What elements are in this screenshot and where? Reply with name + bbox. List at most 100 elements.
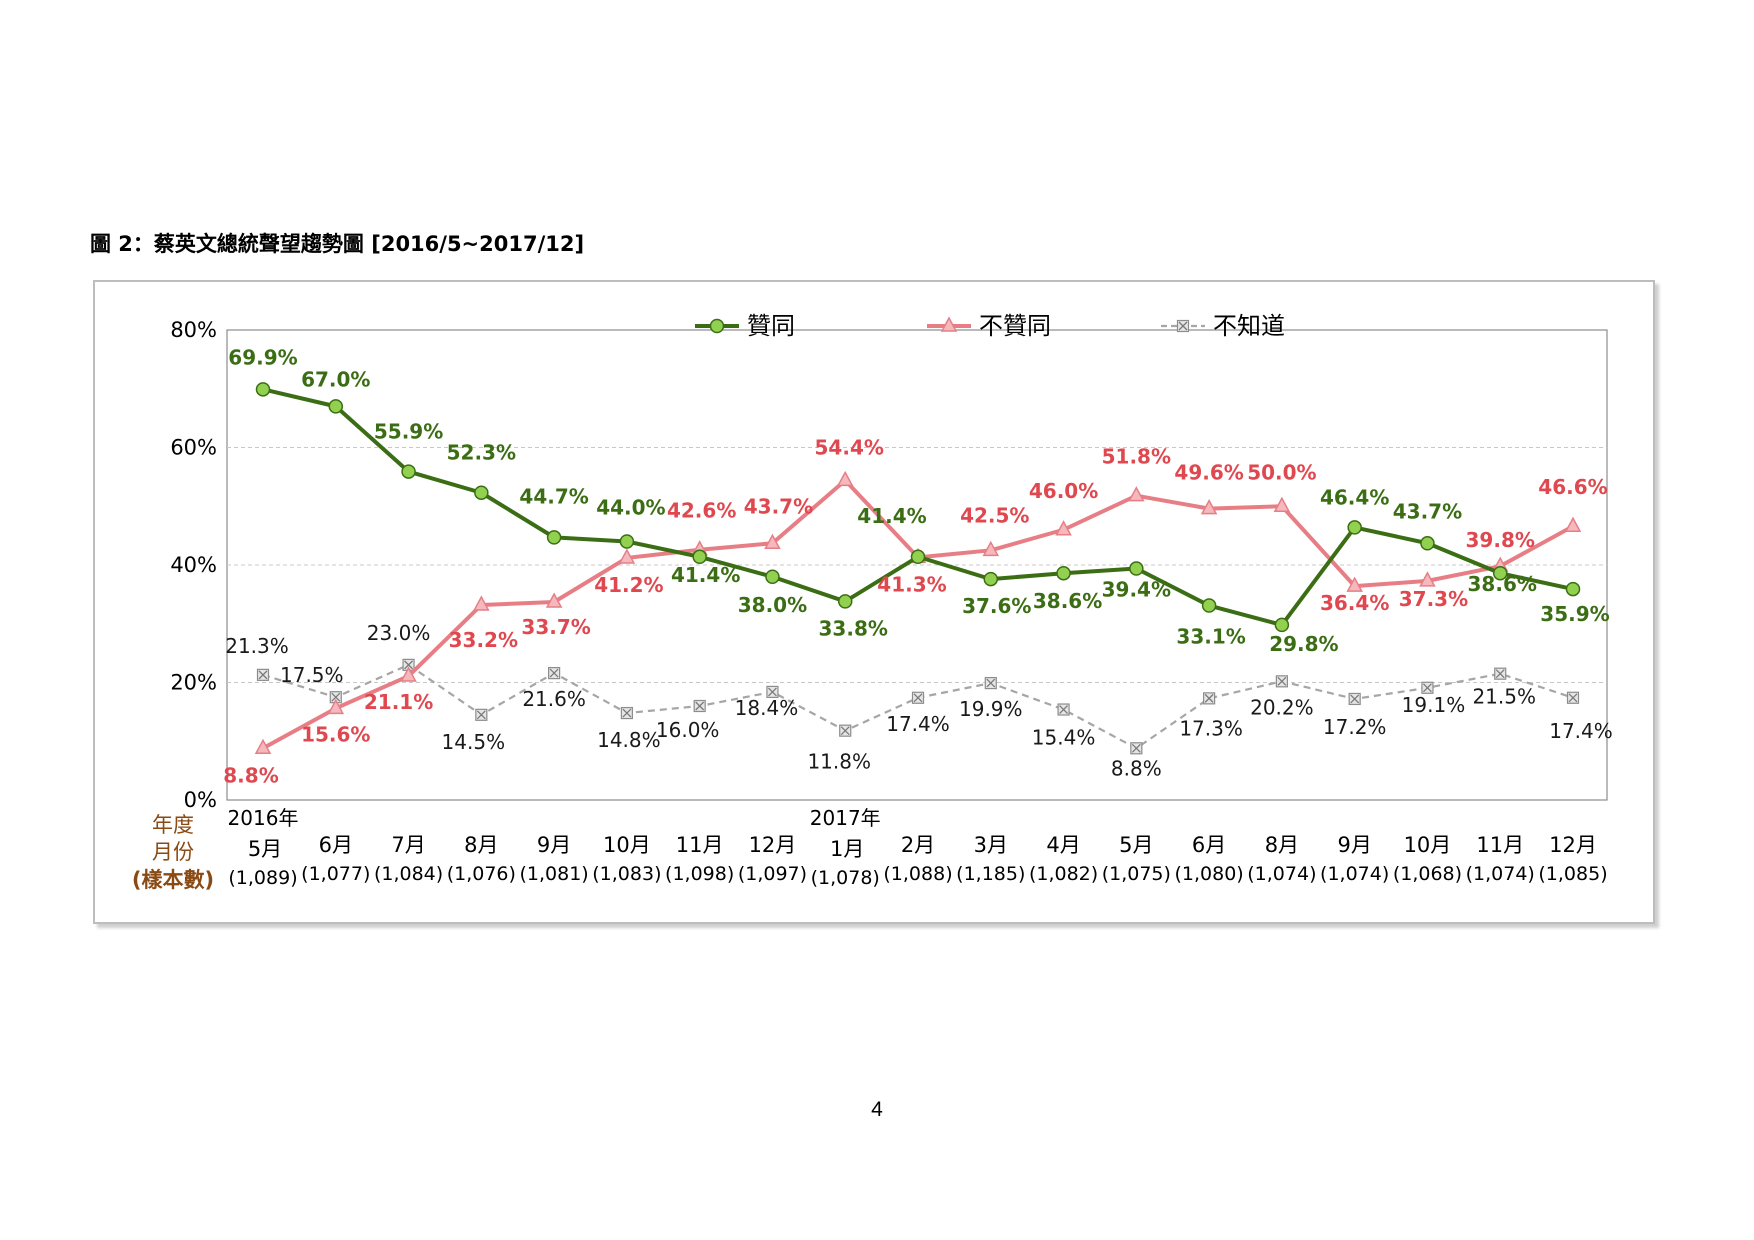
sample-size-label: (1,081) bbox=[520, 863, 589, 885]
x-tick-label: 6月 bbox=[1192, 833, 1226, 857]
data-point-cross bbox=[1568, 693, 1578, 703]
data-point bbox=[910, 549, 926, 565]
data-point bbox=[474, 485, 489, 500]
x-tick-label: 5月 bbox=[248, 837, 282, 861]
sample-size-label: (1,074) bbox=[1320, 863, 1389, 885]
trend-chart: 0% 20% 40% 60% 80% 5月 (1,089) 6月 (1,077) 7月 (1,084… bbox=[132, 312, 1613, 892]
data-label: 52.3% bbox=[447, 441, 516, 465]
data-label: 8.8% bbox=[1111, 756, 1162, 780]
data-label: 41.4% bbox=[671, 563, 740, 587]
x-tick-label: 7月 bbox=[391, 833, 425, 857]
data-label: 44.0% bbox=[596, 496, 665, 520]
sample-size-label: (1,088) bbox=[883, 863, 952, 885]
y-tick-label: 0% bbox=[184, 788, 217, 812]
data-label: 33.1% bbox=[1176, 625, 1245, 649]
data-point bbox=[940, 316, 958, 332]
sample-size-label: (1,083) bbox=[592, 863, 661, 885]
data-label: 41.2% bbox=[594, 573, 663, 597]
x-tick-label: 10月 bbox=[1404, 833, 1452, 857]
data-point-cross bbox=[1350, 694, 1360, 704]
data-label: 17.2% bbox=[1323, 715, 1387, 739]
data-point bbox=[545, 592, 563, 608]
data-point bbox=[1274, 617, 1290, 633]
data-label: 21.3% bbox=[225, 634, 289, 658]
data-point bbox=[546, 530, 562, 545]
data-point-cross bbox=[476, 710, 486, 720]
data-point bbox=[618, 548, 636, 564]
row-header-label: 月份 bbox=[152, 840, 194, 864]
data-point bbox=[255, 382, 271, 397]
data-label: 15.6% bbox=[301, 722, 370, 746]
data-label: 20.2% bbox=[1250, 695, 1314, 719]
data-label: 33.7% bbox=[521, 615, 590, 639]
data-point bbox=[709, 318, 725, 334]
y-tick-label: 80% bbox=[170, 318, 217, 342]
data-label: 17.4% bbox=[1549, 719, 1613, 743]
data-point bbox=[982, 540, 1000, 557]
data-label: 17.3% bbox=[1179, 716, 1243, 740]
x-tick-label: 12月 bbox=[1549, 833, 1597, 857]
legend-label: 不贊同 bbox=[979, 312, 1051, 340]
data-point-cross bbox=[549, 668, 559, 678]
page-number: 4 bbox=[871, 1098, 883, 1121]
data-point bbox=[327, 698, 345, 715]
data-point bbox=[1346, 576, 1363, 592]
data-label: 35.9% bbox=[1540, 602, 1609, 626]
data-point-cross bbox=[840, 726, 850, 736]
data-label: 55.9% bbox=[374, 420, 443, 444]
data-point-cross bbox=[1059, 705, 1069, 714]
row-header-label: (樣本數) bbox=[132, 868, 214, 892]
data-point bbox=[401, 464, 416, 479]
data-label: 21.1% bbox=[364, 690, 433, 714]
data-label: 21.6% bbox=[522, 687, 586, 711]
data-point-cross bbox=[258, 670, 268, 680]
year-label: 2016年 bbox=[228, 806, 299, 830]
data-point bbox=[1492, 565, 1508, 581]
data-point bbox=[765, 569, 780, 584]
data-point bbox=[254, 738, 272, 755]
sample-size-label: (1,097) bbox=[738, 863, 807, 885]
x-tick-label: 9月 bbox=[1337, 833, 1371, 857]
x-tick-label: 8月 bbox=[464, 833, 498, 857]
data-point-cross bbox=[331, 692, 341, 702]
data-point-cross bbox=[1178, 321, 1188, 331]
sample-size-label: (1,077) bbox=[301, 863, 370, 885]
x-tick-label: 4月 bbox=[1046, 833, 1080, 857]
data-point bbox=[619, 534, 635, 549]
sample-size-label: (1,074) bbox=[1466, 863, 1535, 885]
data-point-cross bbox=[404, 660, 414, 670]
data-label: 19.1% bbox=[1402, 693, 1466, 717]
data-point bbox=[983, 571, 999, 587]
data-point-cross bbox=[695, 701, 705, 711]
y-tick-label: 20% bbox=[170, 671, 217, 695]
data-point-cross bbox=[1204, 693, 1214, 703]
x-tick-label: 10月 bbox=[603, 833, 651, 857]
data-label: 41.3% bbox=[877, 572, 946, 596]
data-point bbox=[400, 666, 417, 682]
data-label: 43.7% bbox=[1393, 499, 1462, 523]
data-label: 29.8% bbox=[1269, 632, 1338, 656]
data-point bbox=[1200, 499, 1218, 515]
data-point-cross bbox=[913, 693, 923, 703]
data-point-cross bbox=[767, 687, 777, 697]
sample-size-label: (1,185) bbox=[956, 863, 1025, 885]
x-tick-label: 2月 bbox=[901, 833, 935, 857]
data-label: 37.3% bbox=[1399, 587, 1468, 611]
chart-frame: 0% 20% 40% 60% 80% 5月 (1,089) 6月 (1,077) 7月 (1,084… bbox=[93, 280, 1655, 924]
x-tick-label: 6月 bbox=[319, 833, 353, 857]
data-label: 69.9% bbox=[228, 345, 297, 369]
data-point bbox=[692, 549, 707, 565]
sample-size-label: (1,085) bbox=[1538, 863, 1607, 885]
x-tick-label: 9月 bbox=[537, 833, 571, 857]
year-label: 2017年 bbox=[810, 806, 881, 830]
data-label: 18.4% bbox=[735, 696, 799, 720]
data-label: 38.6% bbox=[1033, 589, 1102, 613]
legend-label: 不知道 bbox=[1213, 312, 1285, 340]
data-point bbox=[764, 533, 781, 550]
data-label: 16.0% bbox=[656, 718, 720, 742]
data-point bbox=[1129, 561, 1144, 576]
data-label: 33.2% bbox=[449, 628, 518, 652]
data-point-cross bbox=[1131, 743, 1141, 753]
data-point bbox=[1056, 565, 1071, 581]
data-point bbox=[1565, 581, 1581, 597]
